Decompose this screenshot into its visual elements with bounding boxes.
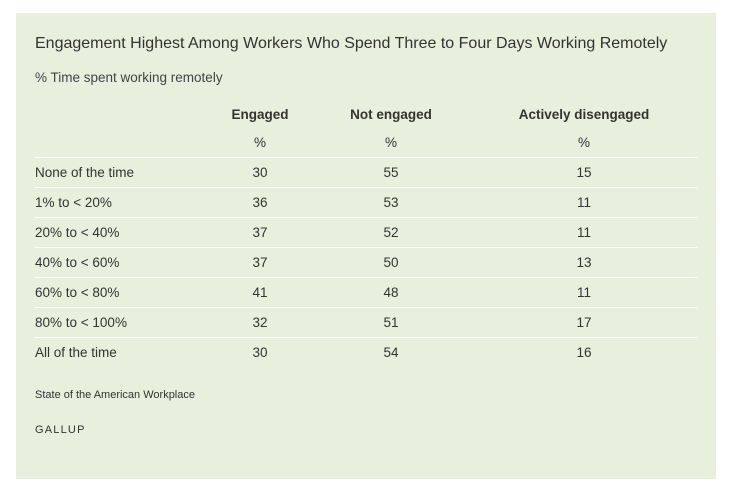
- table-cell: 54: [383, 345, 399, 360]
- table-cell: 53: [383, 195, 399, 210]
- row-label: None of the time: [35, 165, 135, 180]
- column-header: Not engaged: [350, 107, 432, 122]
- chart-title: Engagement Highest Among Workers Who Spe…: [35, 35, 668, 52]
- column-unit: %: [253, 135, 267, 150]
- table-cell: 48: [383, 285, 399, 300]
- row-divider: [35, 247, 697, 248]
- table-cell: 32: [252, 315, 268, 330]
- row-divider: [35, 337, 697, 338]
- row-label: All of the time: [35, 345, 117, 360]
- table-cell: 51: [383, 315, 399, 330]
- brand-logo-text: GALLUP: [35, 424, 86, 436]
- table-cell: 13: [576, 255, 592, 270]
- table-cell: 52: [383, 225, 399, 240]
- row-label: 40% to < 60%: [35, 255, 120, 270]
- row-divider: [35, 157, 697, 158]
- table-cell: 16: [576, 345, 592, 360]
- table-cell: 30: [252, 345, 268, 360]
- table-cell: 37: [252, 225, 268, 240]
- table-cell: 50: [383, 255, 399, 270]
- chart-subtitle: % Time spent working remotely: [35, 70, 223, 85]
- chart-panel: Engagement Highest Among Workers Who Spe…: [16, 13, 716, 479]
- table-cell: 55: [383, 165, 399, 180]
- column-unit: %: [384, 135, 398, 150]
- source-note: State of the American Workplace: [35, 389, 195, 401]
- row-divider: [35, 187, 697, 188]
- table-cell: 41: [252, 285, 268, 300]
- row-label: 80% to < 100%: [35, 315, 127, 330]
- row-divider: [35, 277, 697, 278]
- table-cell: 11: [576, 195, 592, 210]
- table-cell: 30: [252, 165, 268, 180]
- table-cell: 11: [576, 285, 592, 300]
- column-header: Actively disengaged: [518, 107, 650, 122]
- row-label: 60% to < 80%: [35, 285, 120, 300]
- table-cell: 17: [576, 315, 592, 330]
- row-divider: [35, 217, 697, 218]
- table-cell: 37: [252, 255, 268, 270]
- table-cell: 11: [576, 225, 592, 240]
- row-divider: [35, 307, 697, 308]
- row-label: 1% to < 20%: [35, 195, 112, 210]
- column-header: Engaged: [231, 107, 289, 122]
- row-label: 20% to < 40%: [35, 225, 120, 240]
- table-cell: 36: [252, 195, 268, 210]
- table-cell: 15: [576, 165, 592, 180]
- column-unit: %: [577, 135, 591, 150]
